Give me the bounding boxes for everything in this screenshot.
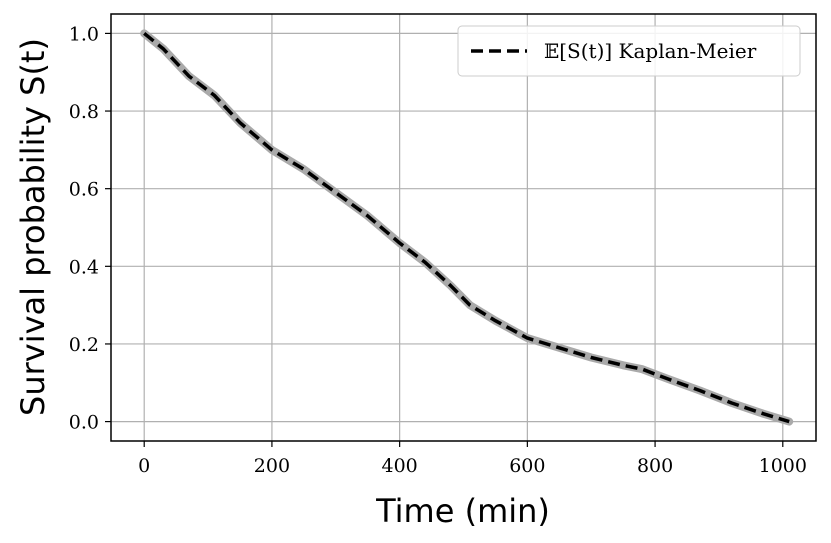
x-tick-label: 800 <box>637 455 673 477</box>
x-tick-label: 600 <box>509 455 545 477</box>
legend: 𝔼[S(t)] Kaplan-Meier <box>457 25 801 77</box>
x-axis-label: Time (min) <box>375 492 550 530</box>
y-axis-label: Survival probability S(t) <box>14 38 52 416</box>
y-tick-label: 0.2 <box>69 334 99 356</box>
ticks <box>105 32 784 447</box>
legend-label: 𝔼[S(t)] Kaplan-Meier <box>544 39 757 63</box>
x-tick-labels: 0 200 400 600 800 1000 <box>138 455 807 477</box>
series-layer <box>143 32 790 424</box>
y-tick-labels: 0.0 0.2 0.4 0.6 0.8 1.0 <box>69 23 99 433</box>
x-tick-label: 1000 <box>759 455 807 477</box>
y-tick-label: 0.4 <box>69 256 99 278</box>
series-band <box>140 29 794 426</box>
x-tick-label: 200 <box>254 455 290 477</box>
y-tick-label: 0.8 <box>69 101 99 123</box>
x-tick-label: 400 <box>382 455 418 477</box>
x-tick-label: 0 <box>138 455 150 477</box>
legend-box <box>457 25 801 77</box>
y-tick-label: 0.0 <box>69 412 99 434</box>
grid <box>111 14 816 441</box>
series-line <box>143 32 790 424</box>
plot-frame <box>110 13 817 442</box>
band-layer <box>140 29 794 426</box>
y-tick-label: 1.0 <box>69 23 99 45</box>
y-tick-label: 0.6 <box>69 179 99 201</box>
